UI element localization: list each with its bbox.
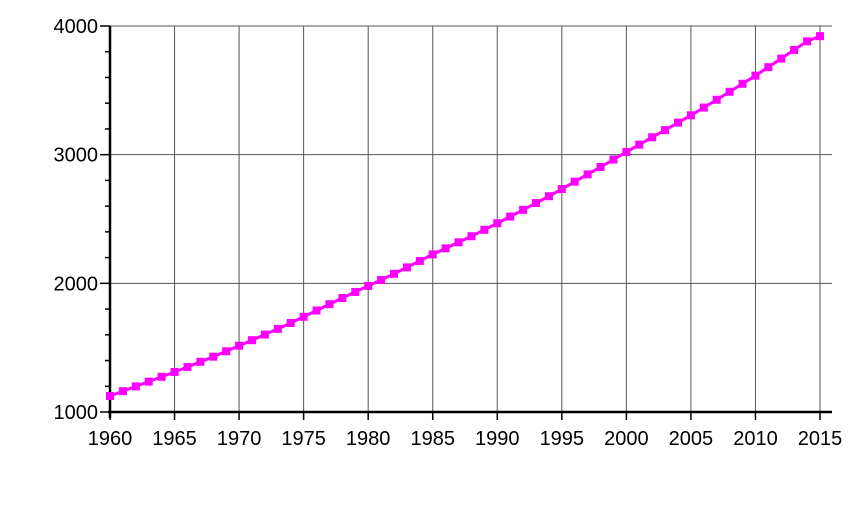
- data-point-marker: [609, 155, 618, 164]
- x-tick-labels: 1960 1965 1970 1975 1980 1985 1990 1995 2000 2005…: [88, 428, 843, 450]
- data-point-marker: [751, 71, 760, 80]
- data-point-marker: [803, 37, 812, 46]
- x-tick-label: 1960: [88, 428, 133, 450]
- data-point-marker: [583, 170, 592, 179]
- data-point-marker: [428, 250, 437, 259]
- x-tick-label: 1990: [475, 428, 520, 450]
- x-tick-label: 2005: [669, 428, 714, 450]
- data-point-marker: [777, 54, 786, 63]
- x-tick-label: 1980: [346, 428, 391, 450]
- data-point-marker: [441, 244, 450, 253]
- data-point-marker: [532, 199, 540, 208]
- data-point-marker: [106, 392, 114, 401]
- x-tick-label: 1995: [540, 428, 585, 450]
- x-tick-label: 1965: [152, 428, 197, 450]
- data-point-marker: [661, 126, 670, 135]
- data-point-marker: [248, 336, 256, 345]
- data-point-marker: [351, 287, 360, 296]
- x-tick-label: 1975: [281, 428, 326, 450]
- data-point-marker: [635, 140, 644, 149]
- data-point-marker: [183, 362, 192, 371]
- data-point-marker: [390, 269, 398, 278]
- x-tick-label: 2000: [604, 428, 649, 450]
- data-point-marker: [738, 79, 747, 88]
- data-point-marker: [377, 275, 386, 284]
- data-point-marker: [299, 312, 308, 321]
- data-point-marker: [816, 32, 824, 41]
- data-point-marker: [260, 330, 269, 339]
- data-point-marker: [790, 45, 799, 54]
- data-point-marker: [338, 294, 347, 303]
- data-point-marker: [480, 225, 489, 234]
- x-tick-label: 1970: [217, 428, 262, 450]
- data-point-marker: [622, 147, 631, 156]
- data-point-marker: [286, 318, 295, 327]
- data-point-marker: [118, 387, 127, 396]
- y-tick-labels: 1000 2000 3000 4000: [54, 16, 99, 424]
- data-point-marker: [312, 306, 321, 315]
- data-point-marker: [648, 133, 657, 142]
- data-series: [106, 32, 824, 401]
- data-point-marker: [144, 377, 153, 386]
- data-point-marker: [131, 382, 140, 391]
- data-point-marker: [415, 256, 424, 265]
- data-point-marker: [235, 341, 244, 350]
- data-point-marker: [209, 352, 218, 361]
- data-point-marker: [699, 103, 708, 112]
- axes: [108, 26, 832, 418]
- grid-lines: [110, 25, 832, 412]
- data-point-marker: [712, 95, 721, 104]
- data-point-marker: [725, 87, 734, 96]
- data-point-marker: [493, 219, 502, 228]
- x-tick-label: 2010: [733, 428, 778, 450]
- data-point-marker: [764, 63, 773, 72]
- data-point-marker: [467, 232, 476, 241]
- y-tick-label: 3000: [54, 145, 99, 167]
- x-tick-label: 1985: [410, 428, 455, 450]
- data-point-marker: [686, 111, 695, 120]
- data-point-marker: [364, 281, 373, 290]
- data-point-marker: [402, 263, 411, 272]
- data-point-marker: [196, 357, 205, 366]
- y-tick-label: 2000: [54, 273, 99, 295]
- tick-marks: [100, 25, 821, 420]
- y-tick-label: 1000: [54, 402, 99, 424]
- data-point-marker: [544, 192, 553, 201]
- series-line: [109, 34, 821, 398]
- data-point-marker: [674, 118, 682, 127]
- x-tick-label: 2015: [798, 428, 843, 450]
- data-point-marker: [557, 185, 566, 194]
- data-point-marker: [519, 205, 528, 214]
- data-point-marker: [157, 372, 166, 381]
- data-point-marker: [273, 324, 282, 333]
- data-point-marker: [570, 177, 579, 186]
- data-point-marker: [454, 238, 463, 247]
- data-point-marker: [596, 163, 605, 172]
- data-point-marker: [325, 300, 334, 309]
- y-tick-label: 4000: [54, 16, 99, 38]
- data-point-marker: [222, 347, 231, 356]
- data-point-marker: [506, 212, 515, 221]
- data-point-marker: [170, 367, 179, 376]
